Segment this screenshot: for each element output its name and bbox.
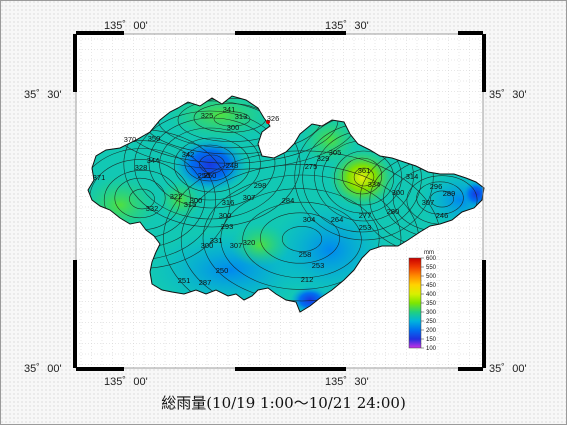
map-caption: 総雨量(10/19 1:00～10/21 24:00) [161,394,406,412]
contour-label: 280 [387,207,400,216]
contour-label: 314 [406,172,419,181]
colorbar-tick-label: 400 [426,292,437,298]
contour-label: 315 [184,200,197,209]
latitude-label-right-35-00: 35゜00' [489,363,527,375]
contour-label: 341 [223,105,236,114]
contour-label: 287 [199,278,212,287]
contour-label: 284 [282,196,295,205]
contour-label: 212 [301,275,314,284]
colorbar-tick-label: 200 [426,328,437,334]
contour-label: 258 [299,250,312,259]
contour-label: 332 [146,204,159,213]
contour-label: 300 [201,241,214,250]
latitude-label-right-35-30: 35゜30' [489,89,527,101]
colorbar-tick-label: 550 [426,265,437,271]
colorbar-tick-label: 450 [426,283,437,289]
colorbar-tick-label: 150 [426,337,437,343]
colorbar-tick-label: 500 [426,274,437,280]
longitude-label-top-135-00: 135゜00' [104,20,148,32]
longitude-label-bottom-135-00: 135゜00' [104,376,148,388]
station-marker [266,120,270,124]
contour-label: 329 [317,154,330,163]
contour-label: 296 [430,182,443,191]
colorbar-tick-label: 100 [426,346,437,352]
contour-label: 264 [331,215,344,224]
contour-label: 250 [198,171,211,180]
contour-label: 326 [267,114,280,123]
colorbar-tick-label: 350 [426,301,437,307]
contour-label: 342 [182,150,195,159]
contour-label: 307 [422,198,435,207]
contour-label: 293 [221,222,234,231]
contour-label: 325 [201,111,214,120]
contour-label: 370 [124,135,137,144]
contour-label: 275 [305,162,318,171]
contour-label: 250 [216,266,229,275]
contour-label: 304 [303,215,316,224]
longitude-label-top-135-30: 135゜30' [325,20,369,32]
contour-label: 316 [222,198,235,207]
contour-label: 300 [392,188,405,197]
colorbar-unit: mm [424,250,434,256]
contour-label: 334 [368,180,381,189]
contour-label: 371 [93,173,106,182]
contour-label: 300 [190,196,203,205]
contour-label: 289 [443,189,456,198]
contour-label: 251 [178,276,191,285]
contour-label: 344 [147,156,160,165]
longitude-label-bottom-135-30: 135゜30' [325,376,369,388]
contour-label: 320 [243,238,256,247]
colorbar-tick-label: 600 [426,256,437,262]
contour-label: 300 [219,211,232,220]
contour-label: 253 [312,261,325,270]
contour-label: 331 [210,236,223,245]
map-border [73,31,486,371]
contour-label: 277 [359,211,372,220]
contour-label: 350 [148,134,161,143]
contour-label: 253 [359,223,372,232]
contour-label: 361 [358,166,371,175]
contour-label: 305 [329,148,342,157]
contour-label: 307 [243,193,256,202]
latitude-label-left-35-30: 35゜30' [24,89,62,101]
contour-label: 250 [204,171,217,180]
contour-label: 313 [235,112,248,121]
contour-label: 307 [230,241,243,250]
contour-label: 246 [436,211,449,220]
contour-label: 248 [226,161,239,170]
latitude-label-left-35-00: 35゜00' [24,363,62,375]
colorbar-tick-label: 250 [426,319,437,325]
contour-label: 322 [170,192,183,201]
contour-label: 328 [135,163,148,172]
contour-label: 300 [227,123,240,132]
colorbar-tick-label: 300 [426,310,437,316]
contour-label: 298 [254,181,267,190]
colorbar-ramp [408,257,422,349]
